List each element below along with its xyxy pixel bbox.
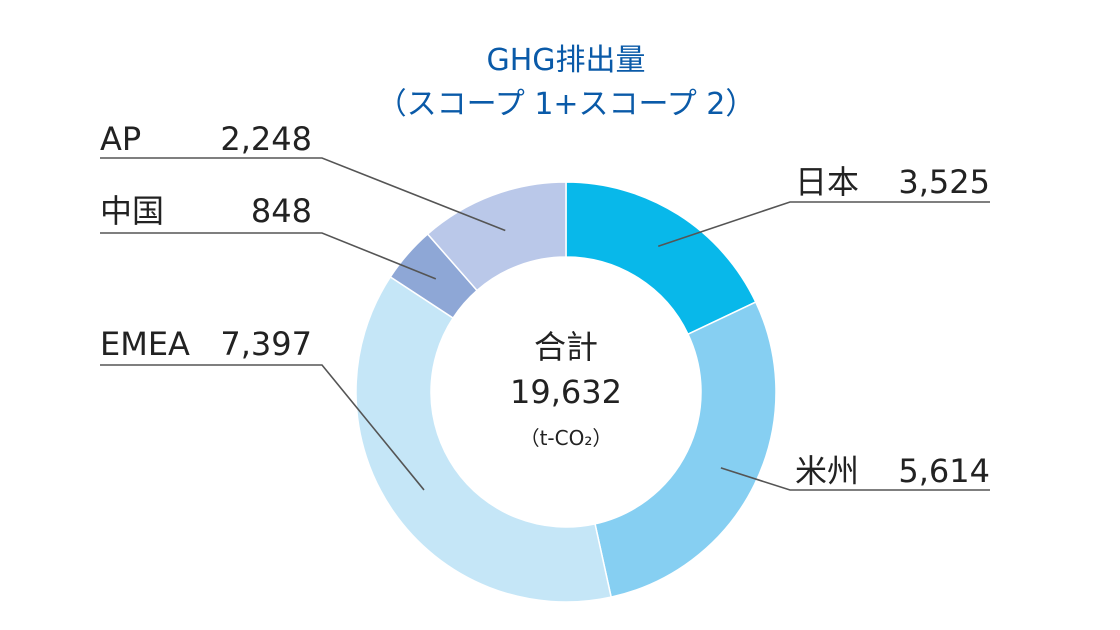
donut-slices <box>355 181 777 603</box>
leader-lines <box>100 157 990 491</box>
chart-subtitle: （スコープ 1+スコープ 2） <box>377 87 756 122</box>
leader-ap <box>100 157 506 232</box>
slice-japan <box>565 181 757 336</box>
label-japan: 日本 <box>795 163 859 201</box>
slice-ap <box>426 181 567 292</box>
value-ap: 2,248 <box>220 120 312 158</box>
label-china: 中国 <box>100 192 164 230</box>
leader-china <box>100 232 437 280</box>
leader-emea <box>100 364 425 491</box>
slice-americas <box>594 301 777 598</box>
center-unit: （t-CO₂） <box>520 426 613 450</box>
slice-emea <box>355 275 613 603</box>
center-total-label: 合計 <box>534 328 598 366</box>
value-americas: 5,614 <box>898 452 990 490</box>
center-total-value: 19,632 <box>510 373 622 411</box>
chart-title: GHG排出量 <box>486 43 645 78</box>
leader-japan <box>657 201 990 247</box>
value-emea: 7,397 <box>220 325 312 363</box>
value-china: 848 <box>251 192 312 230</box>
label-emea: EMEA <box>100 325 190 363</box>
value-japan: 3,525 <box>898 163 990 201</box>
label-ap: AP <box>100 120 141 158</box>
leader-americas <box>720 467 990 491</box>
label-americas: 米州 <box>795 452 859 490</box>
